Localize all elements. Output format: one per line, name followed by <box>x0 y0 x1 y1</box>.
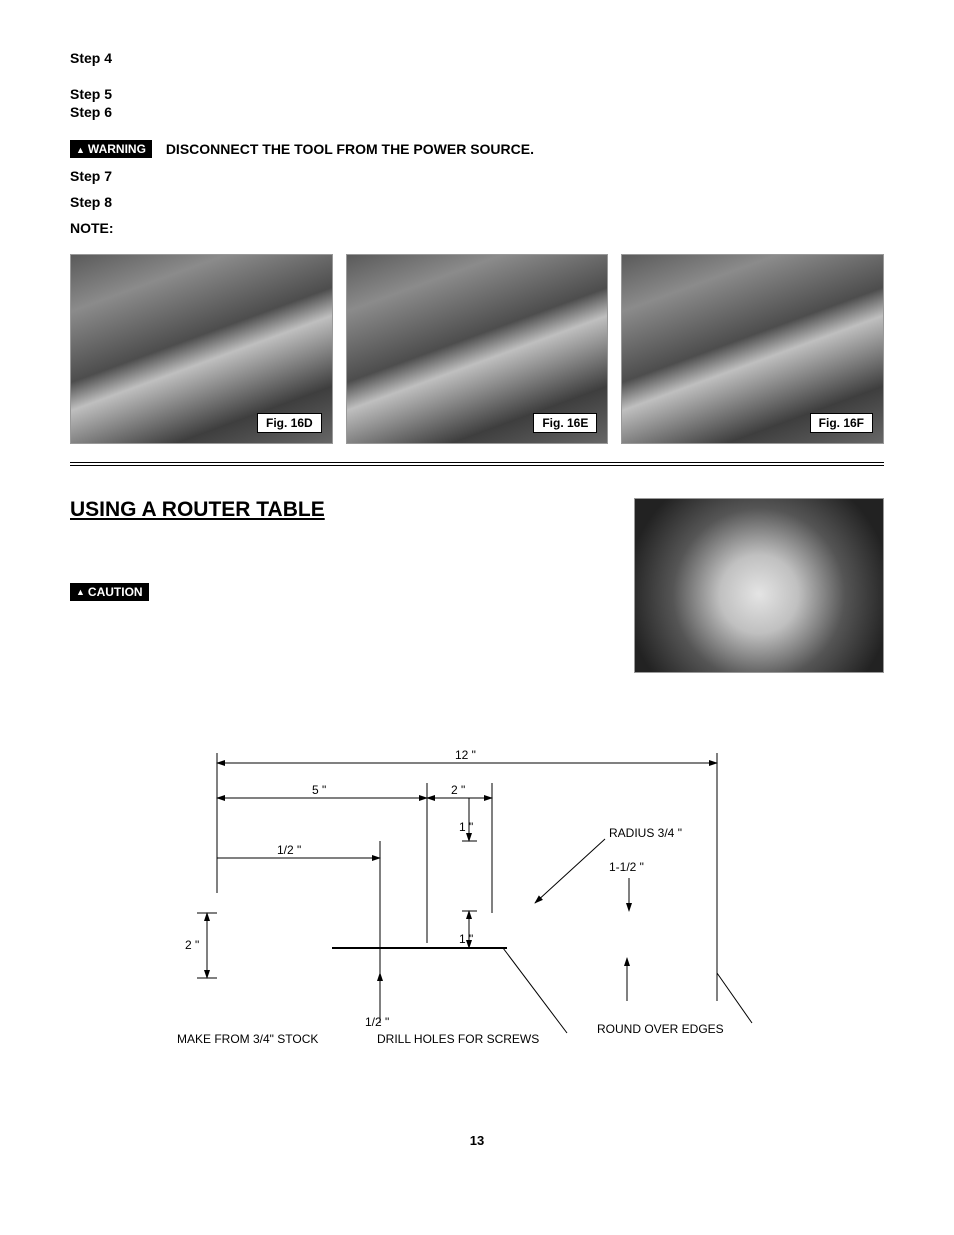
dim-1l: 1 " <box>459 932 473 946</box>
dim-radius: RADIUS 3/4 " <box>609 826 682 840</box>
fig-16e: Fig. 16E <box>346 254 609 444</box>
push-stick-diagram: 12 " 5 " 2 " 1/2 " 1 " RADIUS 3/4 " 1-1/… <box>177 733 777 1073</box>
page-number: 13 <box>70 1133 884 1148</box>
section-divider <box>70 462 884 466</box>
dim-one-half: 1-1/2 " <box>609 860 644 874</box>
warning-badge: WARNING <box>70 140 152 158</box>
fig-16d: Fig. 16D <box>70 254 333 444</box>
figure-row: Fig. 16D Fig. 16E Fig. 16F <box>70 254 884 444</box>
note-round: ROUND OVER EDGES <box>597 1022 724 1036</box>
warning-text: DISCONNECT THE TOOL FROM THE POWER SOURC… <box>166 141 534 157</box>
step-4-label: Step 4 <box>70 50 884 66</box>
dim-half-l: 1/2 " <box>277 843 301 857</box>
warning-row: WARNING DISCONNECT THE TOOL FROM THE POW… <box>70 140 884 158</box>
note-drill: DRILL HOLES FOR SCREWS <box>377 1032 539 1046</box>
fig-16e-label: Fig. 16E <box>533 413 597 433</box>
section-title: USING A ROUTER TABLE <box>70 498 608 522</box>
note-stock: MAKE FROM 3/4" STOCK <box>177 1032 318 1046</box>
fig-16f: Fig. 16F <box>621 254 884 444</box>
step-5-label: Step 5 <box>70 86 884 102</box>
dim-1u: 1 " <box>459 820 473 834</box>
dim-5: 5 " <box>312 783 326 797</box>
fig-16f-label: Fig. 16F <box>810 413 873 433</box>
dim-12: 12 " <box>455 748 476 762</box>
router-photo <box>634 498 884 673</box>
section-row: USING A ROUTER TABLE CAUTION <box>70 498 884 673</box>
fig-16d-label: Fig. 16D <box>257 413 322 433</box>
step-6-label: Step 6 <box>70 104 884 120</box>
note-label: NOTE: <box>70 220 884 236</box>
caution-badge: CAUTION <box>70 583 149 601</box>
caution-row: CAUTION <box>70 582 608 600</box>
dim-half-b: 1/2 " <box>365 1015 389 1029</box>
step-8-label: Step 8 <box>70 194 884 210</box>
step-7-label: Step 7 <box>70 168 884 184</box>
dim-2h: 2 " <box>451 783 465 797</box>
dim-2v: 2 " <box>185 938 199 952</box>
diagram-wrap: 12 " 5 " 2 " 1/2 " 1 " RADIUS 3/4 " 1-1/… <box>70 733 884 1073</box>
